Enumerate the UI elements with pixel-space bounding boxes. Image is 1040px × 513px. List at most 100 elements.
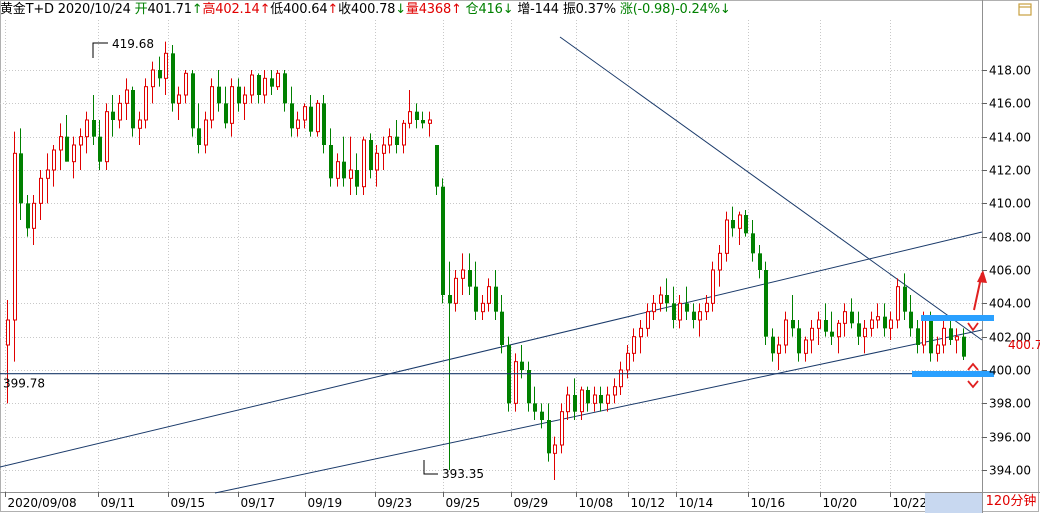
candle-body-down	[903, 286, 907, 312]
candle-body-down	[448, 295, 452, 304]
candle-body-up	[817, 319, 821, 329]
amplitude-label: 振	[562, 2, 576, 17]
x-tick-label: 10/12	[631, 496, 666, 510]
down-chevron-icon	[967, 322, 979, 332]
candle-body-down	[916, 328, 920, 345]
candle-body-up	[705, 302, 709, 313]
candle-body-down	[441, 186, 445, 295]
candle-body-down	[369, 140, 373, 170]
rise-arrow: ↓	[719, 2, 731, 17]
candle-body-down	[962, 336, 966, 357]
candle-body-up	[698, 311, 702, 321]
x-tick-label: 2020/09/08	[8, 496, 77, 510]
candle-body-up	[303, 106, 307, 121]
candle-body-down	[949, 328, 953, 340]
candle-body-up	[922, 319, 926, 346]
high-arrow: ↑	[259, 2, 271, 17]
candle-body-up	[659, 294, 663, 304]
down-chevron-icon	[967, 380, 979, 389]
candle-body-up	[144, 86, 148, 121]
candle-body-down	[824, 320, 828, 332]
time-axis-selection	[925, 493, 982, 513]
x-tick-label: 10/14	[679, 496, 714, 510]
y-tick-label: 418.00	[989, 64, 1031, 78]
candle-body-down	[322, 103, 326, 145]
change-pos-label: 增	[517, 2, 531, 17]
y-tick-label: 400.00	[989, 364, 1031, 378]
period-selector[interactable]: 120分钟	[985, 494, 1037, 509]
candle-body-up	[560, 411, 564, 446]
candle-body-down	[283, 73, 287, 104]
candle-body-down	[771, 336, 775, 354]
candle-body-up	[936, 344, 940, 354]
price-axis: 394.00 396.00 398.00 400.00 402.00 404.00 406.…	[982, 64, 1040, 478]
candle-body-up	[810, 327, 814, 341]
candle-body-down	[474, 286, 478, 312]
candle-body-up	[870, 319, 874, 329]
candle-body-down	[533, 403, 537, 412]
candle-body-down	[850, 311, 854, 324]
candle-body-down	[672, 303, 676, 320]
candle-body-down	[92, 120, 96, 137]
candle-body-down	[270, 78, 274, 87]
channel-upper-line	[0, 231, 983, 468]
position-value: 416	[478, 2, 503, 17]
candle-body-down	[665, 295, 669, 304]
candle-body-down	[19, 153, 23, 204]
y-tick-label: 414.00	[989, 131, 1031, 145]
candle-body-up	[725, 219, 729, 254]
y-tick-label: 410.00	[989, 197, 1031, 211]
candle-body-up	[619, 369, 623, 388]
y-tick-label: 402.00	[989, 331, 1031, 345]
horizontal-level[interactable]: 399.78	[0, 373, 982, 391]
close-arrow: ↓	[395, 2, 406, 17]
candle-body-down	[26, 203, 30, 229]
candle-body-up	[606, 394, 610, 404]
candle-body-up	[349, 169, 353, 179]
y-tick-label: 404.00	[989, 297, 1031, 311]
candle-body-down	[237, 86, 241, 104]
candle-body-down	[758, 253, 762, 270]
volume-arrow: ↑	[451, 2, 462, 17]
candle-body-up	[164, 52, 168, 79]
up-chevron-icon	[967, 362, 979, 371]
open-arrow: ↑	[191, 2, 203, 17]
candle-body-down	[527, 370, 531, 404]
open-value: 401.71	[147, 2, 192, 17]
candle-body-down	[586, 390, 590, 404]
candle-body-up	[250, 74, 254, 96]
candle-body-up	[382, 144, 386, 154]
candle-body-down	[329, 145, 333, 179]
candle-body-down	[171, 53, 175, 104]
trendlines	[0, 36, 983, 494]
position-arrow: ↓	[502, 2, 514, 17]
up-arrow-head	[977, 270, 987, 283]
support-level-label: 399.78	[3, 377, 45, 391]
open-label: 开	[134, 2, 148, 17]
low-label: 低	[270, 2, 284, 17]
candle-body-up	[566, 394, 570, 413]
position-label: 仓	[465, 2, 479, 17]
candle-body-down	[494, 286, 498, 312]
candle-body-up	[85, 119, 89, 138]
candle-body-down	[797, 328, 801, 354]
candle-body-up	[876, 316, 880, 321]
candle-body-up	[461, 269, 465, 279]
candle-body-down	[573, 395, 577, 412]
candle-body-down	[599, 395, 603, 404]
date-label: 2020/10/24	[57, 2, 131, 17]
candle-body-up	[184, 72, 188, 96]
price-info-bar: 黄金T+D 2020/10/24 开401.71↑高402.14↑低400.64…	[0, 0, 731, 20]
high-value: 402.14	[215, 2, 260, 17]
close-label: 收	[338, 2, 351, 17]
candle-body-down	[692, 311, 696, 320]
candle-body-up	[889, 319, 893, 329]
volume-label: 量	[405, 2, 419, 17]
candle-body-up	[613, 386, 617, 396]
candle-body-up	[738, 214, 742, 229]
annotations: 419.68 393.35	[92, 37, 994, 481]
settings-corner-icon[interactable]	[1016, 2, 1034, 18]
y-tick-label: 416.00	[989, 97, 1031, 111]
y-tick-label: 406.00	[989, 264, 1031, 278]
